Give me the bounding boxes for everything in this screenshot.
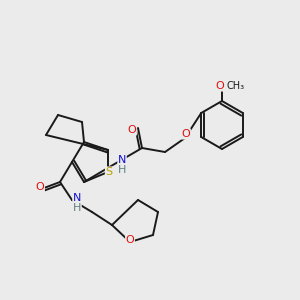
Text: CH₃: CH₃ xyxy=(227,81,245,91)
Text: H: H xyxy=(73,203,81,213)
Text: S: S xyxy=(105,167,112,177)
Text: O: O xyxy=(126,235,134,245)
Text: O: O xyxy=(182,129,190,139)
Text: O: O xyxy=(36,182,44,192)
Text: N: N xyxy=(118,155,126,165)
Text: N: N xyxy=(73,193,81,203)
Text: H: H xyxy=(118,165,126,175)
Text: O: O xyxy=(128,125,136,135)
Text: O: O xyxy=(216,81,224,91)
